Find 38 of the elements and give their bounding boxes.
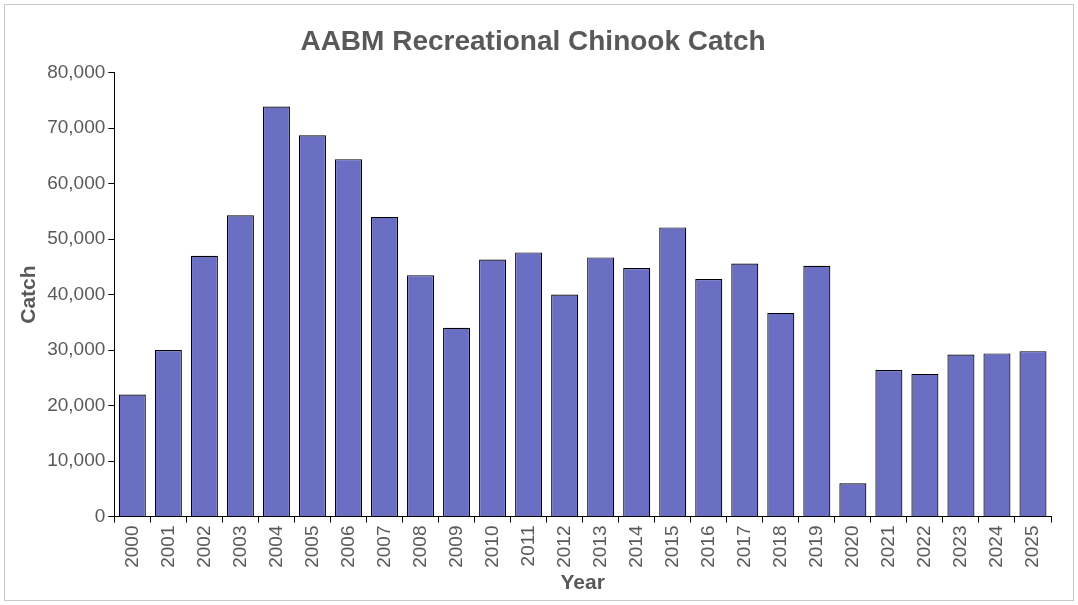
x-tick-label: 2022 bbox=[913, 525, 935, 568]
y-tick-label: 20,000 bbox=[47, 393, 106, 415]
y-tick-label: 50,000 bbox=[47, 227, 106, 249]
x-tick-label: 2003 bbox=[228, 525, 250, 568]
x-tick-label: 2001 bbox=[156, 525, 178, 568]
y-tick-label: 0 bbox=[94, 504, 106, 526]
x-tick-label: 2025 bbox=[1021, 525, 1043, 568]
x-tick-label: 2005 bbox=[300, 525, 322, 568]
x-tick-label: 2017 bbox=[733, 525, 755, 568]
x-tick-label: 2020 bbox=[841, 525, 863, 568]
x-tick-label: 2004 bbox=[264, 525, 286, 568]
x-tick-label: 2013 bbox=[588, 525, 610, 568]
x-tick-label: 2018 bbox=[769, 525, 791, 568]
x-tick-label: 2024 bbox=[985, 525, 1007, 568]
x-axis-title: Year bbox=[560, 570, 605, 594]
y-axis-title: Catch bbox=[16, 265, 40, 324]
y-tick-label: 10,000 bbox=[47, 449, 106, 471]
x-tick-label: 2006 bbox=[336, 525, 358, 568]
x-tick-label: 2002 bbox=[192, 525, 214, 568]
x-tick-label: 2023 bbox=[949, 525, 971, 568]
y-tick-label: 80,000 bbox=[47, 60, 106, 82]
x-tick-label: 2009 bbox=[444, 525, 466, 568]
y-tick-label: 40,000 bbox=[47, 282, 106, 304]
y-tick-label: 60,000 bbox=[47, 171, 106, 193]
x-tick-label: 2008 bbox=[408, 525, 430, 568]
y-tick-label: 70,000 bbox=[47, 116, 106, 138]
x-tick-label: 2010 bbox=[480, 525, 502, 568]
y-tick-label: 30,000 bbox=[47, 338, 106, 360]
x-tick-label: 2012 bbox=[552, 525, 574, 568]
x-tick-label: 2011 bbox=[516, 525, 538, 567]
x-tick-label: 2016 bbox=[696, 525, 718, 568]
chart-title: AABM Recreational Chinook Catch bbox=[300, 24, 766, 56]
x-tick-label: 2019 bbox=[805, 525, 827, 568]
x-tick-label: 2014 bbox=[624, 525, 646, 568]
x-tick-label: 2015 bbox=[660, 525, 682, 568]
x-tick-label: 2000 bbox=[120, 525, 142, 568]
x-tick-label: 2007 bbox=[372, 525, 394, 568]
x-tick-label: 2021 bbox=[877, 525, 899, 568]
